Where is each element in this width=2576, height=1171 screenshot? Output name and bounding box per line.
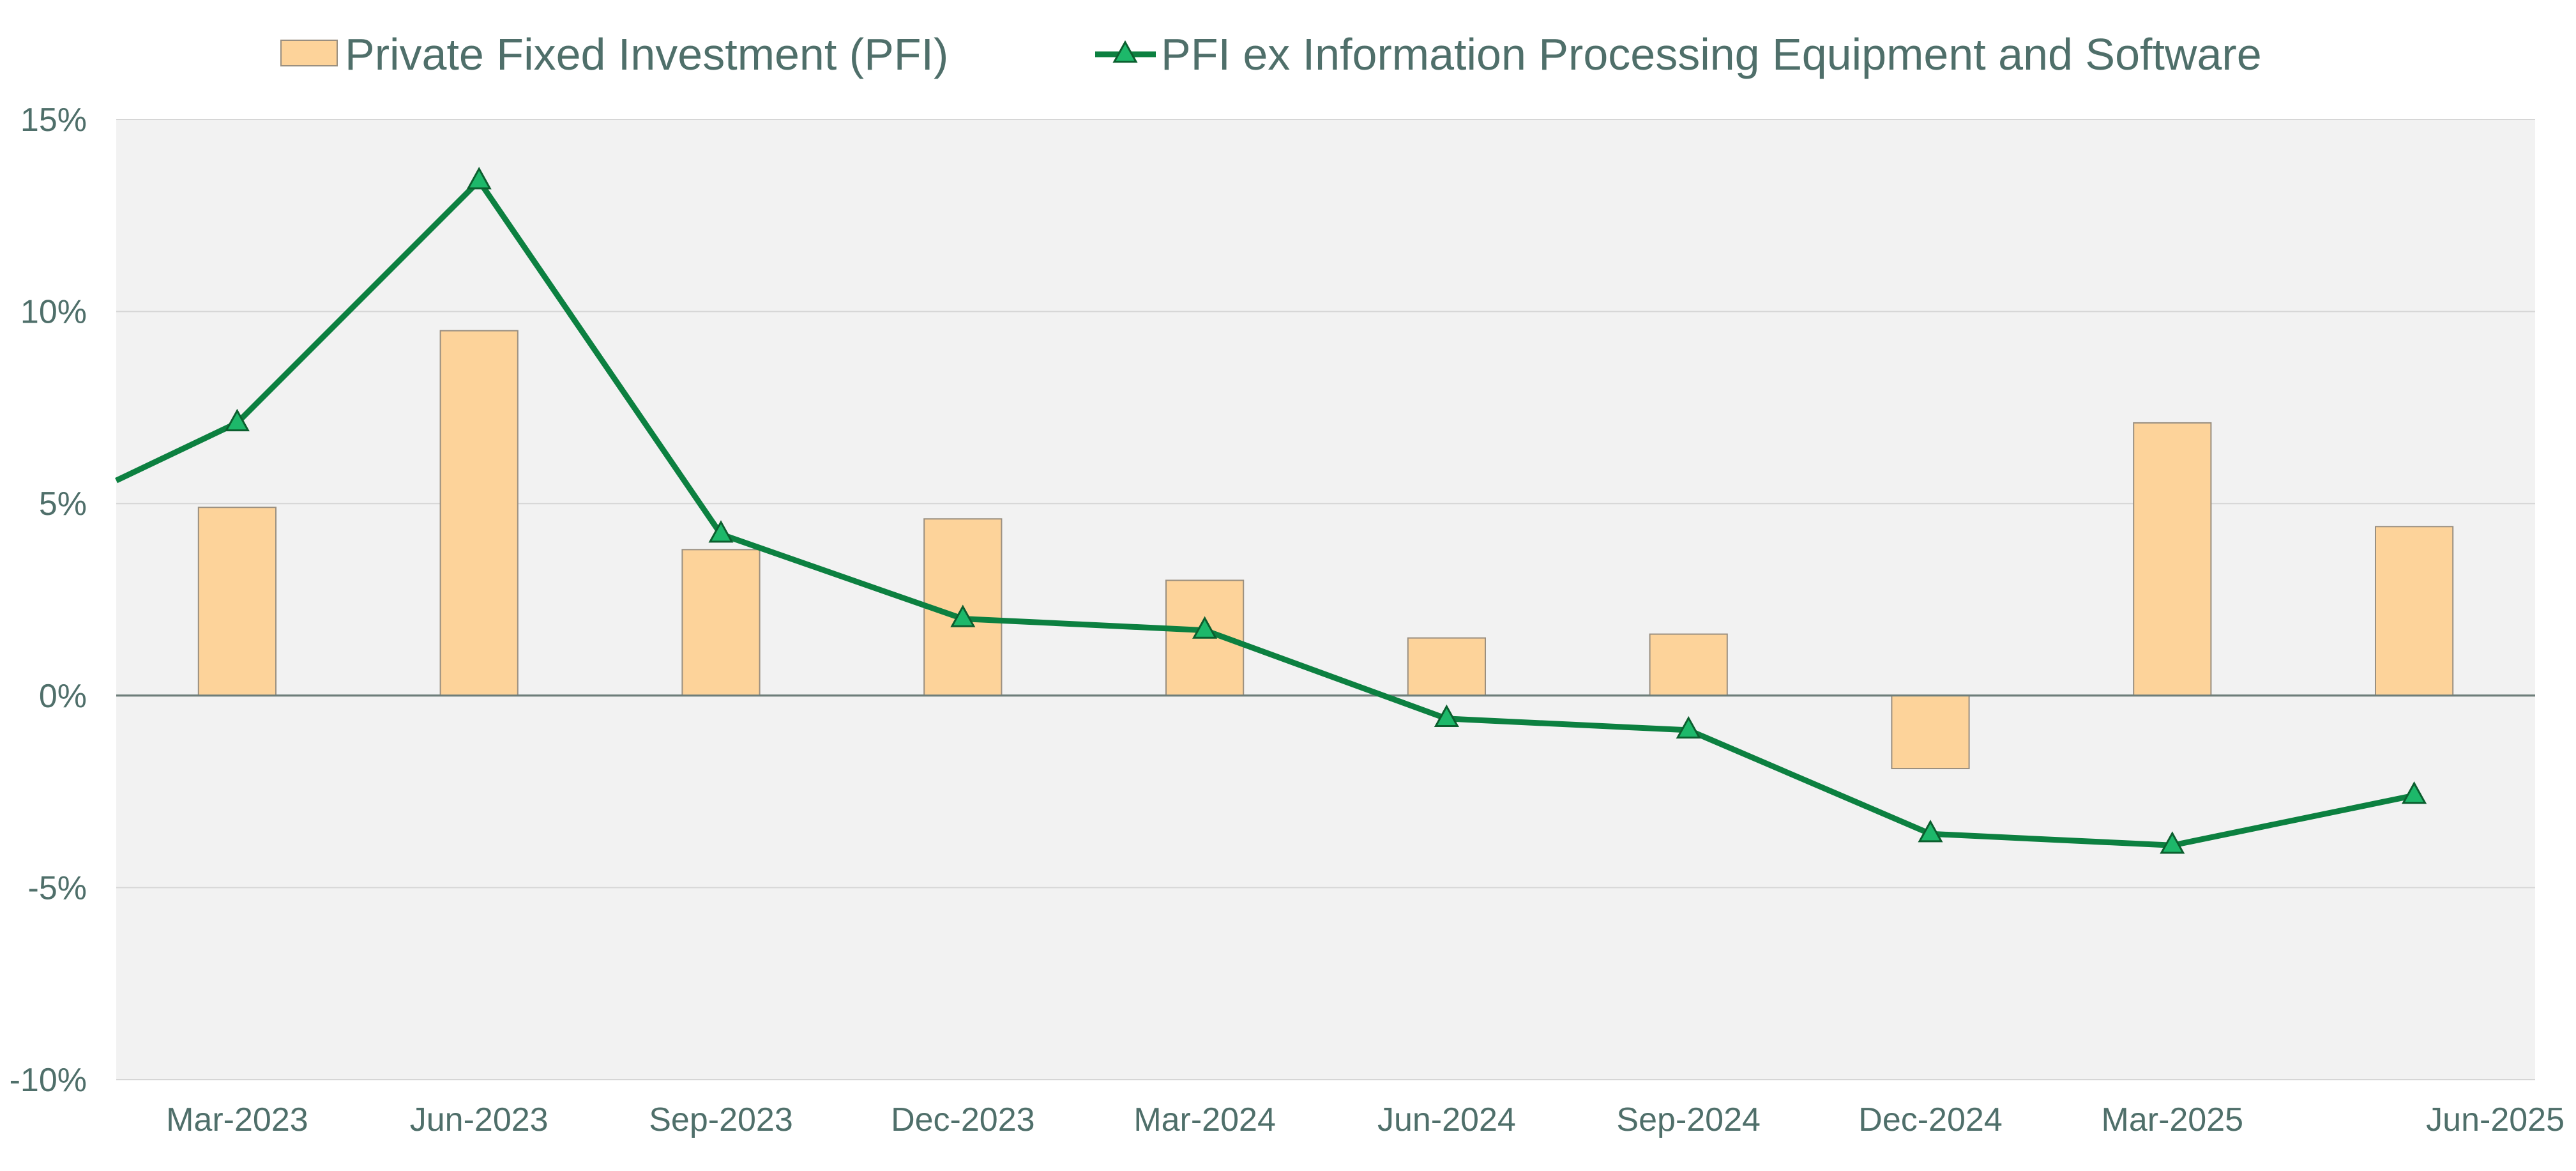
y-tick-label: 5%: [39, 486, 87, 523]
x-tick-label: Mar-2025: [2102, 1101, 2244, 1138]
legend-bar-label: Private Fixed Investment (PFI): [345, 29, 948, 79]
y-tick-label: 10%: [20, 294, 87, 331]
legend-bar-swatch: [280, 40, 338, 66]
bar: [1649, 633, 1728, 696]
y-tick-label: 0%: [39, 678, 87, 715]
y-tick-label: -5%: [28, 869, 87, 907]
bar: [2374, 526, 2454, 696]
x-tick-label: Sep-2023: [649, 1101, 793, 1138]
bar: [197, 507, 277, 696]
x-tick-label: Mar-2023: [166, 1101, 308, 1138]
x-tick-label: Jun-2024: [1377, 1101, 1516, 1138]
x-tick-label: Dec-2024: [1858, 1101, 2002, 1138]
line-point-marker: [1192, 616, 1218, 639]
y-tick-label: -10%: [10, 1062, 87, 1099]
line-point-marker: [950, 604, 976, 627]
y-tick-label: 15%: [20, 102, 87, 139]
line-point-marker: [466, 167, 492, 190]
bar-series: [116, 330, 2535, 770]
bar: [1407, 637, 1487, 696]
line-series: [115, 167, 2427, 854]
bar: [1891, 694, 1970, 770]
line-point-marker: [1676, 716, 1701, 739]
x-axis-ticks: Mar-2023 Jun-2023 Sep-2023 Dec-2023 Mar-2024…: [166, 1101, 2565, 1138]
line-point-marker: [708, 520, 734, 543]
legend: Private Fixed Investment (PFI) PFI ex In…: [280, 29, 2262, 79]
x-tick-label: Jun-2023: [410, 1101, 549, 1138]
bar: [2133, 422, 2212, 696]
line-point-marker: [1918, 820, 1943, 843]
line-point-marker: [224, 408, 250, 432]
x-tick-label: Sep-2024: [1616, 1101, 1761, 1138]
legend-line-marker-icon: [1112, 40, 1138, 63]
line-point-marker: [1434, 704, 1459, 727]
line-point-marker: [2160, 831, 2185, 854]
plot-area: [116, 119, 2535, 1080]
y-axis-ticks: 15% 10% 5% 0% -5% -10%: [10, 102, 87, 1099]
x-tick-label: Dec-2023: [891, 1101, 1034, 1138]
x-tick-label: Jun-2025: [2426, 1101, 2565, 1138]
x-tick-label: Mar-2024: [1133, 1101, 1276, 1138]
bar: [439, 330, 519, 696]
bar: [681, 549, 761, 696]
line-point-marker: [2402, 781, 2427, 804]
legend-line-label: PFI ex Information Processing Equipment …: [1161, 29, 2262, 79]
